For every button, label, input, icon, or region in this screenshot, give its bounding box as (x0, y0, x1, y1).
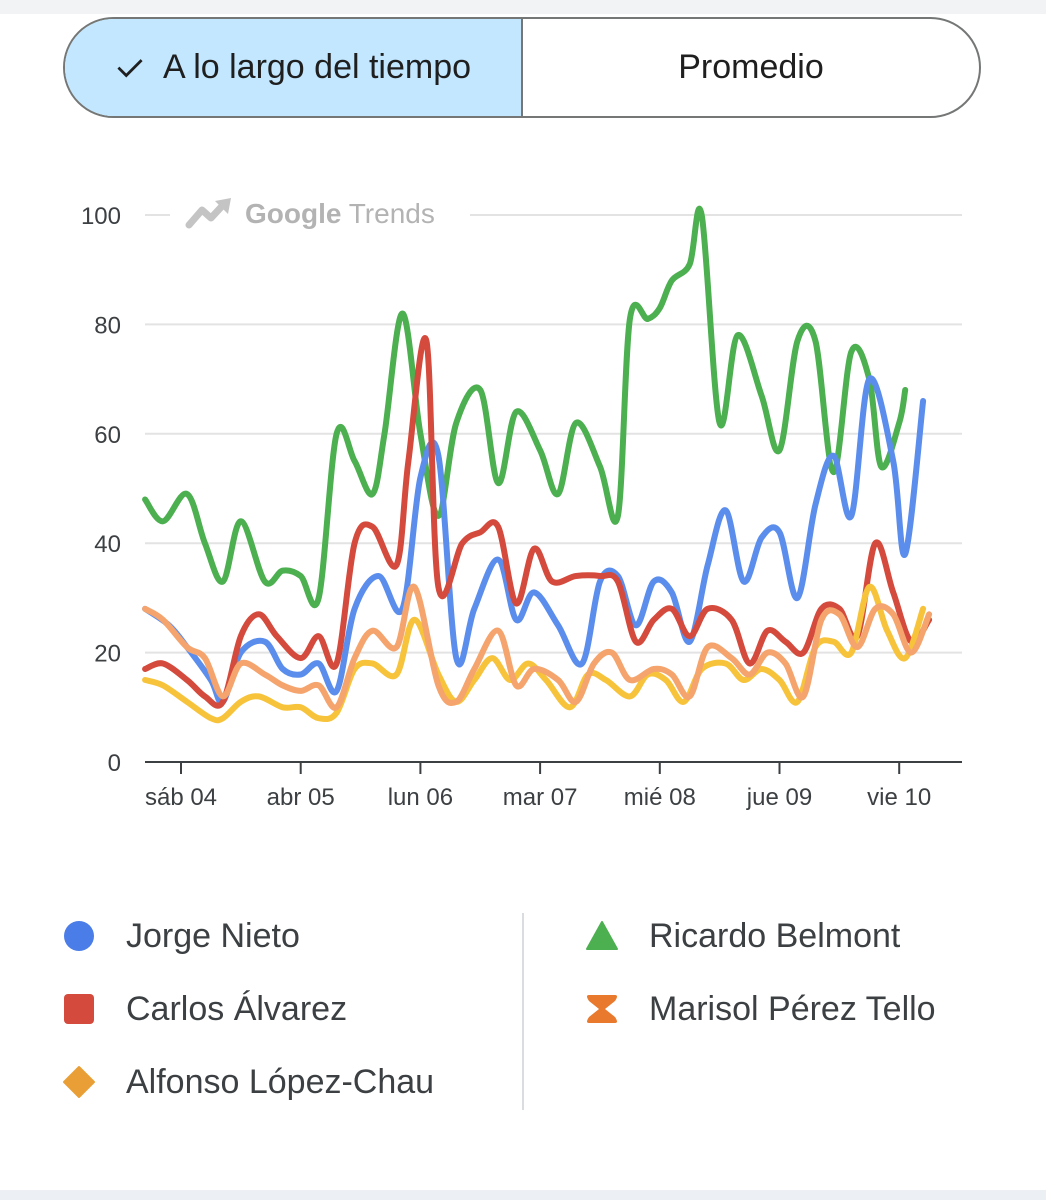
watermark-text: Google Trends (245, 198, 435, 229)
x-tick-label: jue 09 (746, 784, 812, 811)
over-time-tab[interactable]: A lo largo del tiempo (65, 19, 523, 116)
series-line-ricardo-belmont (142, 205, 909, 609)
x-axis: sáb 04 abr 05 lun 06 mar 07 mié 08 jue 09 vie … (145, 761, 962, 811)
legend-item-marisol-perez-tello[interactable]: Marisol Pérez Tello (585, 984, 936, 1034)
average-label: Promedio (678, 48, 824, 86)
legend-label: Marisol Pérez Tello (649, 989, 936, 1028)
gridlines: 0 20 40 60 80 100 (81, 203, 962, 777)
y-tick-label: 80 (94, 312, 121, 339)
legend-label: Alfonso López-Chau (126, 1062, 435, 1101)
google-trends-watermark: Google Trends (170, 190, 470, 240)
trends-chart: 0 20 40 60 80 100 Google Trends sáb 04 abr 05 l… (81, 190, 962, 811)
top-strip (0, 0, 1046, 14)
diamond-marker-icon (62, 1065, 96, 1099)
series-line-jorge-nieto (142, 375, 927, 706)
x-tick-label: sáb 04 (145, 784, 217, 811)
legend: Jorge Nieto Ricardo Belmont Carlos Álvar… (0, 905, 1046, 1115)
x-tick-label: mar 07 (503, 784, 578, 811)
legend-label: Carlos Álvarez (126, 989, 348, 1028)
legend-item-carlos-alvarez[interactable]: Carlos Álvarez (62, 984, 347, 1034)
series-lines (142, 205, 933, 724)
watermark-google: Google (245, 198, 341, 229)
x-tick-label: lun 06 (388, 784, 453, 811)
legend-label: Jorge Nieto (126, 916, 300, 955)
y-tick-label: 20 (94, 641, 121, 668)
y-tick-label: 0 (108, 750, 121, 777)
trends-arrowhead-icon (215, 198, 231, 214)
legend-divider (522, 913, 524, 1110)
circle-marker-icon (62, 919, 96, 953)
y-tick-label: 60 (94, 422, 121, 449)
y-tick-label: 40 (94, 531, 121, 558)
check-icon (117, 58, 143, 77)
legend-item-alfonso-lopez-chau[interactable]: Alfonso López-Chau (62, 1057, 434, 1107)
legend-item-ricardo-belmont[interactable]: Ricardo Belmont (585, 911, 900, 961)
x-tick-label: mié 08 (624, 784, 696, 811)
hourglass-marker-icon (585, 992, 619, 1026)
average-tab[interactable]: Promedio (523, 19, 979, 116)
x-tick-label: vie 10 (867, 784, 931, 811)
watermark-trends: Trends (349, 198, 435, 229)
legend-label: Ricardo Belmont (649, 916, 901, 955)
series-line-carlos-alvarez (142, 335, 933, 709)
over-time-label: A lo largo del tiempo (162, 48, 472, 86)
view-toggle: A lo largo del tiempo Promedio (63, 17, 981, 118)
x-tick-label: abr 05 (267, 784, 335, 811)
triangle-marker-icon (585, 919, 619, 953)
bottom-strip (0, 1190, 1046, 1200)
legend-item-jorge-nieto[interactable]: Jorge Nieto (62, 911, 300, 961)
square-marker-icon (62, 992, 96, 1026)
y-tick-label: 100 (81, 203, 121, 230)
watermark-backdrop (170, 190, 470, 240)
trends-arrow-icon (185, 200, 228, 229)
series-line-marisol-perez-tello (142, 583, 933, 711)
